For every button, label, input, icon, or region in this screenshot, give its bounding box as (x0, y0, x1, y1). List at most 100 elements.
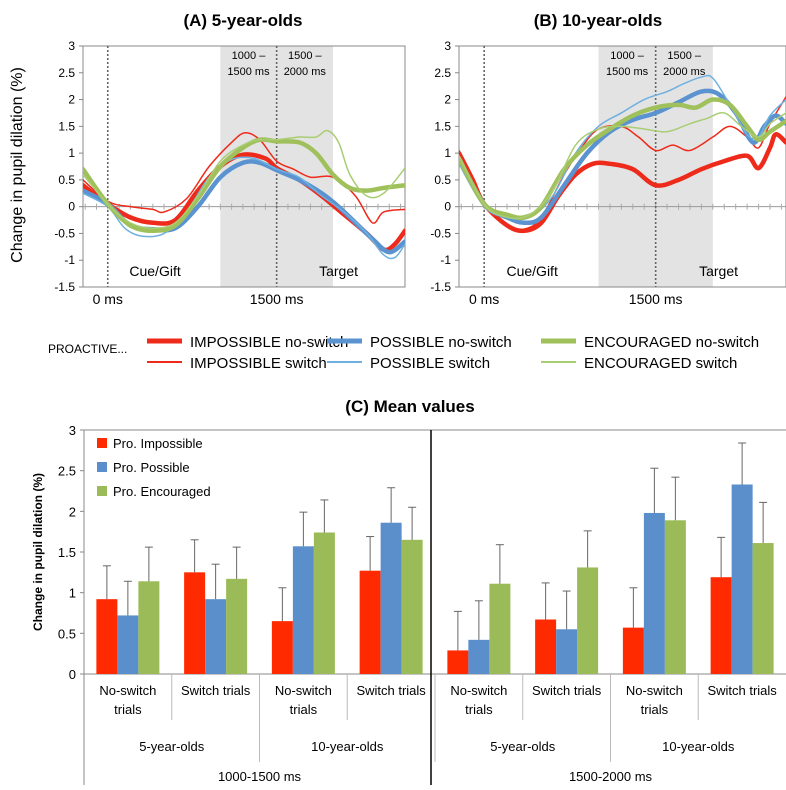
bar-pro-possible-1 (117, 615, 139, 674)
panel-c-ytick-label: 2 (69, 504, 76, 519)
panel-b-ytick-label: 2.5 (434, 66, 451, 80)
panel-b-axes: 1000 – 1500 ms 1500 – 2000 ms 3 2.5 2 1.5 1 0.5 0 -… (430, 39, 786, 307)
panel-a-ytick-label: 0.5 (58, 173, 75, 187)
panel-c-ytick-label: 1 (69, 586, 76, 601)
bar-pro-encouraged-6 (577, 567, 599, 674)
panel-a-window-label: 2000 ms (284, 66, 327, 78)
category-label: trials (114, 702, 142, 717)
category-label: Switch trials (356, 683, 426, 698)
panel-b-plot-frame (458, 45, 786, 288)
bar-pro-encouraged-7 (664, 520, 686, 674)
category-label: No-switch (99, 683, 156, 698)
panel-c-ytick-label: 0 (69, 667, 76, 682)
legend-swatch-pro-possible (97, 462, 107, 472)
bar-pro-encouraged-5 (489, 583, 511, 674)
category-label: trials (465, 702, 493, 717)
bar-pro-impossible-7 (622, 627, 644, 674)
time-window-label: 1500-2000 ms (569, 769, 653, 784)
bar-pro-possible-3 (292, 546, 314, 674)
age-group-label: 10-year-olds (311, 739, 384, 754)
legend-impossible-no-switch-label: IMPOSSIBLE no-switch (190, 334, 348, 351)
panel-a-window-label: 1500 ms (227, 66, 270, 78)
panel-b-window-label: 1500 – (667, 50, 702, 62)
panel-b-ytick-label: 1.5 (434, 119, 451, 133)
legend-swatch-pro-impossible (97, 438, 107, 448)
panel-b-ytick-label: 0.5 (434, 173, 451, 187)
panel-b-window-label: 1500 ms (606, 66, 649, 78)
panel-a-xtick-label: 0 ms (93, 291, 123, 307)
panel-c-ytick-label: 1.5 (58, 545, 76, 560)
panel-a-ytick-label: 3 (68, 39, 75, 53)
panel-c-ytick-label: 3 (69, 423, 76, 438)
category-label: trials (290, 702, 318, 717)
bar-pro-possible-2 (205, 599, 227, 674)
panel-a-ytick-label: 2 (68, 93, 75, 107)
category-label: No-switch (450, 683, 507, 698)
panel-b-window-label: 2000 ms (663, 66, 706, 78)
panel-a-annotation: Target (319, 263, 358, 279)
panel-b-annotation: Cue/Gift (506, 263, 557, 279)
legend-label: Pro. Impossible (113, 436, 203, 451)
panel-b-ytick-label: 2 (444, 93, 451, 107)
bar-pro-impossible-8 (710, 577, 732, 674)
panel-a-ytick-label: -1 (64, 253, 75, 267)
age-group-label: 5-year-olds (490, 739, 556, 754)
bar-pro-possible-5 (468, 639, 490, 674)
category-label: No-switch (275, 683, 332, 698)
line-legend: PROACTIVE... IMPOSSIBLE no-switchIMPOSSI… (48, 334, 759, 372)
legend-swatch-pro-encouraged (97, 486, 107, 496)
panel-a-ytick-label: 1.5 (58, 119, 75, 133)
legend-prefix: PROACTIVE... (48, 342, 127, 356)
panel-a-ytick-label: -1.5 (54, 280, 75, 294)
panel-c-axes: 0 0.5 1 1.5 2 2.5 3 No-switch trials Switch trial… (58, 423, 786, 785)
bar-pro-encouraged-1 (138, 581, 160, 674)
bar-pro-impossible-2 (184, 572, 206, 674)
panel-b-xtick-label: 1500 ms (629, 291, 683, 307)
panel-a-title: (A) 5-year-olds (183, 11, 302, 30)
legend-possible-switch-label: POSSIBLE switch (370, 355, 490, 372)
bar-pro-encouraged-4 (401, 539, 423, 674)
panel-a-5-year-olds: (A) 5-year-olds Change in pupil dilation… (9, 11, 406, 307)
panel-a-ytick-label: 2.5 (58, 66, 75, 80)
panel-a-ytick-label: -0.5 (54, 226, 75, 240)
category-label: No-switch (626, 683, 683, 698)
panel-a-series-impossible-switch (83, 131, 405, 224)
legend-encouraged-no-switch-label: ENCOURAGED no-switch (584, 334, 759, 351)
panel-b-ytick-label: 0 (444, 200, 451, 214)
panel-c-title: (C) Mean values (345, 397, 474, 416)
panel-a-ytick-label: 0 (68, 200, 75, 214)
bar-pro-encouraged-8 (752, 543, 774, 674)
panel-b-10-year-olds: (B) 10-year-olds 1000 – 1500 ms 1500 – 2000… (430, 11, 786, 307)
panel-b-ytick-label: 1 (444, 146, 451, 160)
panel-b-ytick-label: -1 (440, 253, 451, 267)
legend-encouraged-switch-label: ENCOURAGED switch (584, 355, 737, 372)
bar-pro-possible-6 (556, 629, 578, 674)
panel-b-window-label: 1000 – (610, 50, 645, 62)
panel-a-window-label: 1500 – (288, 50, 323, 62)
panel-c-ylabel: Change in pupil dilation (%) (31, 473, 45, 631)
bar-pro-impossible-6 (535, 619, 557, 674)
age-group-label: 5-year-olds (139, 739, 205, 754)
category-label: trials (641, 702, 669, 717)
legend-items: IMPOSSIBLE no-switch IMPOSSIBLE switch POS… (147, 334, 759, 372)
panel-a-ytick-label: 1 (68, 146, 75, 160)
bar-pro-impossible-5 (447, 650, 469, 674)
panel-c-ytick-label: 0.5 (58, 626, 76, 641)
bar-pro-encouraged-2 (226, 578, 248, 674)
panel-b-ytick-label: 3 (444, 39, 451, 53)
bar-pro-impossible-3 (271, 621, 293, 674)
age-group-label: 10-year-olds (662, 739, 735, 754)
panel-a-plot-frame (82, 45, 406, 288)
panel-c-mean-values: (C) Mean values Change in pupil dilation… (31, 397, 786, 785)
bar-pro-encouraged-3 (313, 532, 335, 674)
bar-pro-possible-8 (731, 484, 753, 674)
panel-a-axes: 1000 – 1500 ms 1500 – 2000 ms 3 2.5 2 1.5 1 0.5 0 -… (54, 39, 406, 307)
legend-possible-no-switch-label: POSSIBLE no-switch (370, 334, 512, 351)
panel-b-ytick-label: -0.5 (430, 226, 451, 240)
category-label: Switch trials (532, 683, 602, 698)
panel-a-series-encouraged-switch (83, 129, 405, 229)
panel-b-series-possible-no-switch (459, 88, 786, 226)
legend-impossible-switch-label: IMPOSSIBLE switch (190, 355, 327, 372)
panel-a-window-label: 1000 – (232, 50, 267, 62)
